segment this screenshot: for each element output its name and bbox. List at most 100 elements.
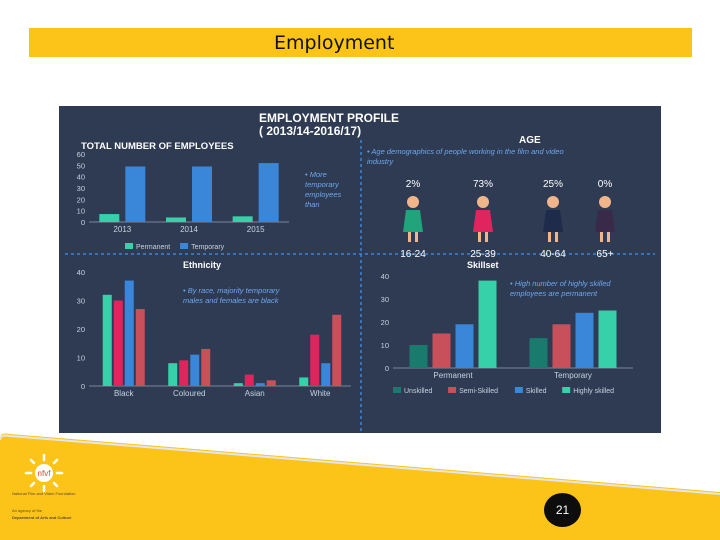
employees-chart: 0 10 20 30 40 50 60 2013 2014 2015 Permanent Tempor…	[77, 150, 289, 251]
y-tick-label: 50	[77, 161, 85, 170]
x-tick-label: White	[310, 389, 331, 398]
age-range-label: 16-24	[400, 249, 426, 260]
legend-label: Permanent	[136, 244, 170, 251]
y-tick-label: 0	[81, 218, 85, 227]
y-tick-label: 30	[77, 184, 85, 193]
y-tick-label: 40	[381, 272, 389, 281]
legend-label: Semi-Skilled	[459, 388, 498, 395]
age-pct-label: 2%	[406, 179, 421, 190]
title-bar: Employment	[29, 28, 692, 57]
bar	[478, 280, 497, 368]
skillset-note: • High number of highly skilled employees…	[510, 279, 611, 298]
bar	[552, 324, 571, 368]
y-tick-label: 0	[385, 364, 389, 373]
age-panel-title: AGE	[519, 135, 541, 146]
bar	[192, 166, 212, 222]
infographic-title: EMPLOYMENT PROFILE	[259, 111, 399, 125]
bar	[244, 374, 254, 386]
legend-label: Highly skilled	[573, 388, 614, 395]
bar	[575, 312, 594, 368]
skillset-chart: 0 10 20 30 40 Permanent Temporary Unskilled Semi…	[381, 272, 633, 395]
footer-band	[0, 433, 720, 540]
legend-swatch	[180, 243, 189, 249]
x-tick-label: 2015	[247, 225, 265, 234]
person-icon	[543, 196, 563, 242]
age-note: • Age demographics of people working in …	[367, 147, 564, 166]
age-pct-label: 0%	[598, 179, 613, 190]
bar	[529, 338, 548, 368]
bar	[99, 214, 120, 222]
x-tick-label: 2013	[113, 225, 131, 234]
bar	[598, 310, 617, 368]
age-range-label: 65+	[597, 249, 614, 260]
age-range-label: 25-39	[470, 249, 496, 260]
y-tick-label: 10	[77, 354, 85, 363]
age-range-label: 40-64	[540, 249, 566, 260]
y-tick-label: 10	[77, 207, 85, 216]
bar	[255, 383, 265, 386]
y-tick-label: 30	[381, 295, 389, 304]
y-tick-label: 40	[77, 268, 85, 277]
bar	[124, 280, 134, 386]
legend-swatch	[562, 387, 571, 393]
bar	[432, 333, 451, 368]
legend-label: Skilled	[526, 388, 547, 395]
y-tick-label: 20	[381, 318, 389, 327]
bar	[409, 345, 428, 368]
x-tick-label: Coloured	[173, 389, 205, 398]
svg-text:nfvf: nfvf	[38, 469, 52, 478]
y-tick-label: 30	[77, 297, 85, 306]
bar	[190, 354, 200, 386]
y-tick-label: 40	[77, 173, 85, 182]
bar	[299, 377, 309, 386]
bar	[201, 348, 211, 386]
bar	[266, 380, 276, 386]
bar	[113, 300, 123, 386]
bar	[232, 216, 253, 222]
slide-title: Employment	[274, 32, 395, 54]
legend-swatch	[448, 387, 457, 393]
bar	[168, 363, 178, 386]
infographic-canvas: EMPLOYMENT PROFILE ( 2013/14-2016/17) TO…	[65, 111, 655, 433]
x-tick-label: Black	[114, 389, 135, 398]
y-tick-label: 20	[77, 325, 85, 334]
bar	[179, 360, 189, 386]
bar	[102, 294, 112, 386]
person-icon	[595, 196, 615, 242]
ethnicity-note: • By race, majority temporary males and f…	[183, 286, 281, 305]
legend-swatch	[393, 387, 401, 393]
age-pct-label: 73%	[473, 179, 493, 190]
y-tick-label: 60	[77, 150, 85, 159]
bar	[455, 324, 474, 368]
person-icon	[403, 196, 423, 242]
age-demographics: 2% 16-24 73% 25-39 25% 40-64 0% 65+	[400, 179, 615, 260]
nfvf-logo: nfvf National Film and Video Foundation …	[6, 453, 86, 523]
legend-label: Unskilled	[404, 388, 433, 395]
bar	[332, 314, 342, 386]
x-tick-label: Asian	[245, 389, 265, 398]
ethnicity-panel-title: Ethnicity	[183, 260, 221, 270]
y-tick-label: 20	[77, 195, 85, 204]
sun-logo-icon: nfvf	[24, 453, 64, 493]
y-tick-label: 0	[81, 382, 85, 391]
skillset-panel-title: Skillset	[467, 260, 499, 270]
bar	[310, 334, 320, 386]
x-tick-label: Permanent	[433, 371, 473, 380]
person-icon	[473, 196, 493, 242]
bar	[125, 166, 146, 222]
employees-note: • More temporary employees than	[305, 170, 342, 209]
bar	[233, 383, 243, 386]
legend-label: Temporary	[191, 244, 225, 251]
legend-swatch	[514, 387, 523, 393]
logo-department: Department of Arts and Culture	[12, 515, 72, 520]
age-pct-label: 25%	[543, 179, 563, 190]
bar	[321, 363, 331, 386]
ethnicity-chart: 0 10 20 30 40 Black Coloured Asian White	[77, 268, 351, 398]
page-number: 21	[544, 493, 581, 527]
employees-panel-title: TOTAL NUMBER OF EMPLOYEES	[81, 141, 234, 152]
bar	[135, 309, 145, 386]
legend-swatch	[125, 243, 133, 249]
x-tick-label: Temporary	[554, 371, 592, 380]
logo-name: National Film and Video Foundation	[12, 491, 76, 496]
infographic-subtitle: ( 2013/14-2016/17)	[259, 124, 361, 138]
